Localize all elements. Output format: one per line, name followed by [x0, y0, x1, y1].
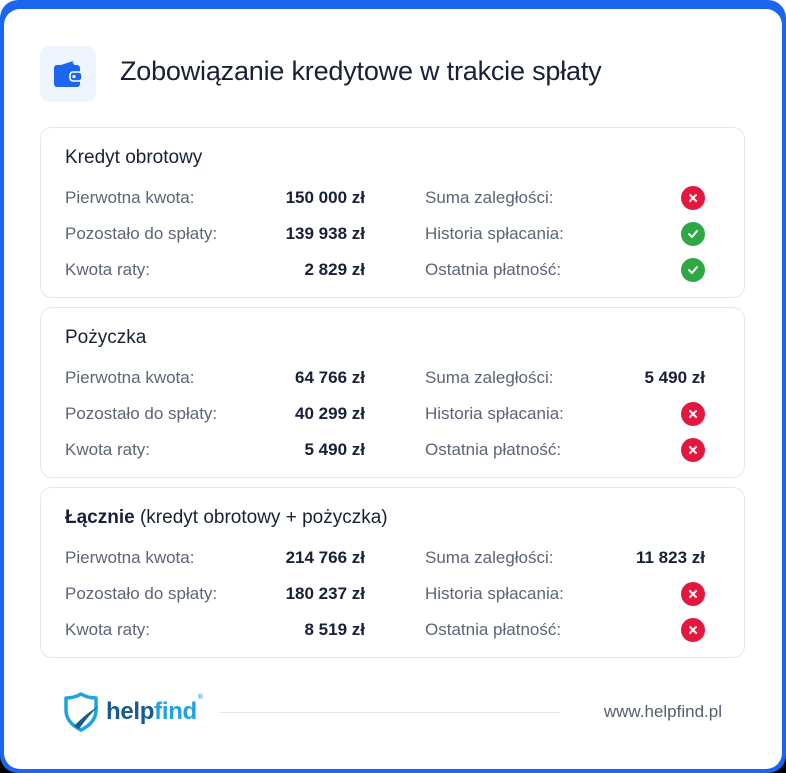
row-label: Pozostało do spłaty:	[65, 584, 218, 603]
wallet-icon	[54, 61, 83, 87]
row-label: Ostatnia płatność:	[425, 440, 562, 459]
card-title-main: Pożyczka	[65, 327, 147, 348]
row-suma-zaleglosci: Suma zaległości:	[425, 186, 705, 210]
card-title: Pożyczka	[65, 327, 146, 349]
row-suma-zaleglosci: Suma zaległości: 11 823 zł	[425, 546, 705, 570]
card-title-main: Kredyt obrotowy	[65, 147, 203, 168]
website-link[interactable]: www.helpfind.pl	[603, 702, 722, 721]
card-title: Łącznie (kredyt obrotowy + pożyczka)	[65, 507, 388, 529]
row-value: 11 823 zł	[635, 548, 705, 567]
row-value: 2 829 zł	[304, 260, 366, 279]
x-circle-icon	[681, 438, 705, 462]
card-title: Kredyt obrotowy	[65, 147, 202, 169]
card-kredyt-obrotowy: Kredyt obrotowy Pierwotna kwota: 150 000…	[40, 127, 745, 298]
x-circle-icon	[681, 402, 705, 426]
row-value: 180 237 zł	[285, 584, 365, 603]
logo-help: help	[106, 698, 155, 725]
x-circle-icon	[681, 186, 705, 210]
x-circle-icon	[681, 582, 705, 606]
row-label: Kwota raty:	[65, 260, 151, 279]
row-pozostalo: Pozostało do spłaty: 40 299 zł	[65, 402, 365, 426]
row-label: Pozostało do spłaty:	[65, 404, 218, 423]
shield-check-icon	[64, 692, 99, 732]
logo-registered: ®	[197, 694, 203, 701]
page-title: Zobowiązanie kredytowe w trakcie spłaty	[120, 56, 602, 86]
footer-divider	[219, 712, 560, 713]
row-value: 139 938 zł	[285, 224, 365, 243]
check-circle-icon	[681, 258, 705, 282]
row-kwota-raty: Kwota raty: 5 490 zł	[65, 438, 365, 462]
row-label: Kwota raty:	[65, 440, 151, 459]
card-pozyczka: Pożyczka Pierwotna kwota: 64 766 zł Pozo…	[40, 307, 745, 478]
row-label: Historia spłacania:	[425, 584, 564, 603]
row-value: 40 299 zł	[295, 404, 365, 423]
logo-find: find	[154, 698, 197, 725]
check-circle-icon	[681, 222, 705, 246]
row-pozostalo: Pozostało do spłaty: 139 938 zł	[65, 222, 365, 246]
row-label: Pozostało do spłaty:	[65, 224, 218, 243]
row-label: Suma zaległości:	[425, 188, 554, 207]
row-label: Ostatnia płatność:	[425, 260, 562, 279]
row-pierwotna-kwota: Pierwotna kwota: 64 766 zł	[65, 366, 365, 390]
row-suma-zaleglosci: Suma zaległości: 5 490 zł	[425, 366, 705, 390]
card-title-sub: (kredyt obrotowy + pożyczka)	[134, 507, 388, 528]
x-circle-icon	[681, 618, 705, 642]
row-ostatnia-platnosc: Ostatnia płatność:	[425, 258, 705, 282]
row-label: Kwota raty:	[65, 620, 151, 639]
row-label: Suma zaległości:	[425, 548, 554, 567]
row-label: Suma zaległości:	[425, 368, 554, 387]
row-value: 8 519 zł	[304, 620, 366, 639]
card-lacznie: Łącznie (kredyt obrotowy + pożyczka) Pie…	[40, 487, 745, 658]
row-pozostalo: Pozostało do spłaty: 180 237 zł	[65, 582, 365, 606]
row-label: Ostatnia płatność:	[425, 620, 562, 639]
row-value: 5 490 zł	[304, 440, 366, 459]
row-kwota-raty: Kwota raty: 8 519 zł	[65, 618, 365, 642]
row-value: 5 490 zł	[644, 368, 706, 387]
wallet-icon-box	[40, 46, 96, 102]
row-label: Pierwotna kwota:	[65, 548, 195, 567]
row-label: Historia spłacania:	[425, 224, 564, 243]
helpfind-logo[interactable]: helpfind®	[62, 692, 203, 732]
row-pierwotna-kwota: Pierwotna kwota: 214 766 zł	[65, 546, 365, 570]
row-ostatnia-platnosc: Ostatnia płatność:	[425, 438, 705, 462]
row-historia-splacania: Historia spłacania:	[425, 582, 705, 606]
card-title-main: Łącznie	[65, 507, 135, 528]
row-kwota-raty: Kwota raty: 2 829 zł	[65, 258, 365, 282]
row-label: Pierwotna kwota:	[65, 368, 195, 387]
row-label: Historia spłacania:	[425, 404, 564, 423]
logo-wordmark: helpfind®	[106, 694, 203, 726]
row-ostatnia-platnosc: Ostatnia płatność:	[425, 618, 705, 642]
row-label: Pierwotna kwota:	[65, 188, 195, 207]
row-pierwotna-kwota: Pierwotna kwota: 150 000 zł	[65, 186, 365, 210]
row-historia-splacania: Historia spłacania:	[425, 222, 705, 246]
row-value: 150 000 zł	[285, 188, 365, 207]
row-value: 64 766 zł	[295, 368, 365, 387]
row-value: 214 766 zł	[285, 548, 365, 567]
row-historia-splacania: Historia spłacania:	[425, 402, 705, 426]
